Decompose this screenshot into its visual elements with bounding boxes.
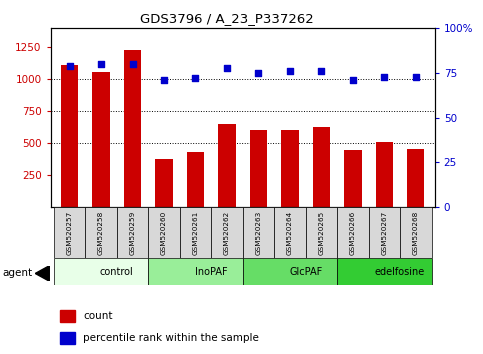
Bar: [117, 207, 148, 258]
Bar: [376, 142, 393, 207]
Point: [412, 74, 420, 79]
Text: GSM520268: GSM520268: [413, 211, 419, 255]
Text: GDS3796 / A_23_P337262: GDS3796 / A_23_P337262: [140, 12, 314, 25]
Point: [255, 70, 262, 76]
Text: GSM520263: GSM520263: [256, 211, 261, 255]
Text: GSM520264: GSM520264: [287, 211, 293, 255]
Text: GSM520258: GSM520258: [98, 211, 104, 255]
Bar: [250, 131, 267, 207]
Polygon shape: [35, 266, 50, 281]
Bar: [54, 258, 148, 285]
Text: InoPAF: InoPAF: [195, 267, 227, 277]
Text: GlcPAF: GlcPAF: [289, 267, 322, 277]
Bar: [211, 207, 243, 258]
Bar: [337, 207, 369, 258]
Text: GSM520260: GSM520260: [161, 211, 167, 255]
Bar: [180, 207, 211, 258]
Bar: [306, 207, 337, 258]
Point: [97, 61, 105, 67]
Bar: [148, 207, 180, 258]
Bar: [148, 258, 243, 285]
Bar: [85, 207, 117, 258]
Point: [381, 74, 388, 79]
Text: GSM520266: GSM520266: [350, 211, 356, 255]
Text: edelfosine: edelfosine: [375, 267, 425, 277]
Text: agent: agent: [2, 268, 32, 278]
Bar: [313, 127, 330, 207]
Bar: [407, 149, 425, 207]
Bar: [124, 50, 141, 207]
Bar: [400, 207, 431, 258]
Bar: [344, 150, 361, 207]
Text: GSM520261: GSM520261: [193, 211, 199, 255]
Bar: [61, 65, 78, 207]
Bar: [187, 152, 204, 207]
Bar: [92, 72, 110, 207]
Bar: [60, 310, 75, 322]
Point: [223, 65, 231, 70]
Bar: [243, 207, 274, 258]
Bar: [60, 332, 75, 343]
Point: [128, 61, 136, 67]
Bar: [156, 159, 173, 207]
Point: [66, 63, 73, 69]
Bar: [369, 207, 400, 258]
Text: count: count: [83, 312, 113, 321]
Bar: [337, 258, 431, 285]
Text: GSM520257: GSM520257: [67, 211, 72, 255]
Bar: [54, 207, 85, 258]
Bar: [218, 124, 236, 207]
Bar: [274, 207, 306, 258]
Text: control: control: [100, 267, 134, 277]
Point: [160, 77, 168, 83]
Point: [286, 68, 294, 74]
Bar: [243, 258, 337, 285]
Point: [317, 68, 325, 74]
Text: GSM520259: GSM520259: [129, 211, 136, 255]
Bar: [281, 131, 298, 207]
Text: GSM520262: GSM520262: [224, 211, 230, 255]
Text: percentile rank within the sample: percentile rank within the sample: [83, 333, 259, 343]
Text: GSM520267: GSM520267: [382, 211, 387, 255]
Point: [349, 77, 357, 83]
Point: [192, 75, 199, 81]
Text: GSM520265: GSM520265: [318, 211, 325, 255]
